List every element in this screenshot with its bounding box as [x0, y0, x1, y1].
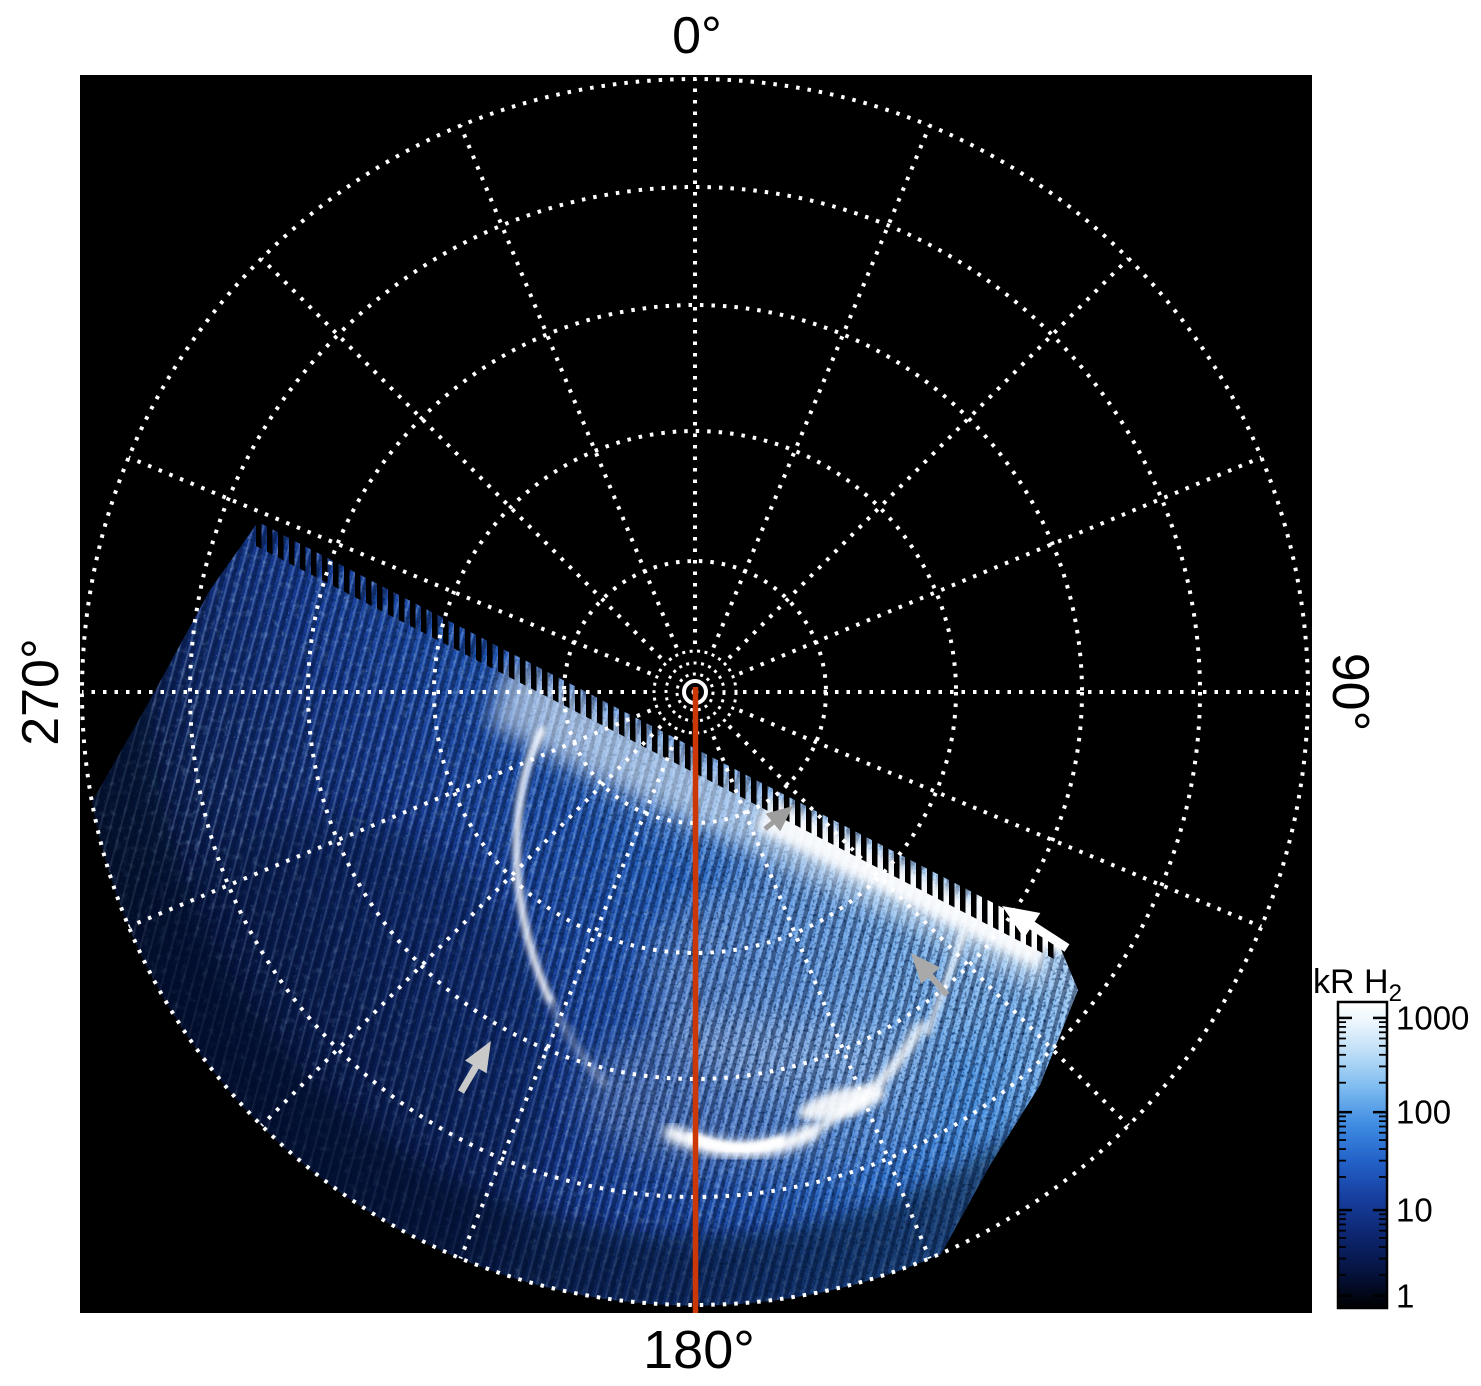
grid-spoke [727, 257, 1130, 660]
colorbar-tick-label: 1000 [1396, 999, 1469, 1036]
grid-circle [432, 429, 958, 955]
gray-arrow-right [911, 953, 950, 997]
grid-small-circle [652, 649, 738, 735]
grid-circle [188, 185, 1202, 1199]
white-arrow-limb [1002, 906, 1070, 952]
colorbar-tick-labels: 1000 100 10 1 [1396, 999, 1469, 1314]
terminator-sawtooth [252, 516, 1058, 961]
polar-grid [80, 77, 1310, 1307]
grid-circle [306, 303, 1084, 1081]
colorbar: kR H2 1000 100 10 1 [1313, 963, 1469, 1314]
grid-spoke [458, 124, 679, 649]
annotation-arrows [457, 806, 1070, 1094]
colorbar-title: kR H2 [1313, 963, 1402, 1007]
gray-arrow-upper [763, 806, 793, 832]
colorbar-tick-label: 1 [1396, 1277, 1414, 1314]
grid-spoke [127, 455, 652, 676]
light-gray-arrow-left [457, 1041, 491, 1094]
angle-label-180: 180° [643, 1320, 755, 1380]
grid-small-circle [675, 672, 715, 712]
grid-spoke [260, 724, 663, 1127]
light-gray-arrow-left-head [465, 1041, 491, 1074]
grid-spoke [711, 124, 932, 649]
grid-spoke [127, 708, 652, 929]
angle-label-90: 90° [1321, 653, 1379, 732]
grid-spoke [738, 708, 1263, 929]
gray-arrow-right-head [911, 953, 941, 984]
white-arrow-limb-head [1002, 906, 1041, 939]
gray-arrow-right-tail [926, 971, 950, 997]
grid-spoke [727, 724, 1130, 1127]
light-gray-arrow-left-tail [457, 1062, 481, 1094]
grid-spoke [260, 257, 663, 660]
grid-spoke [738, 455, 1263, 676]
plot-area [80, 75, 1312, 1313]
grid-spoke [458, 735, 679, 1260]
angle-label-0: 0° [672, 7, 722, 65]
colorbar-border [1336, 1000, 1389, 1310]
gray-arrow-upper-head [765, 806, 793, 832]
angle-label-270: 270° [12, 638, 70, 746]
colorbar-gradient [1338, 1002, 1387, 1308]
grid-spoke [711, 735, 932, 1260]
colorbar-tick-label: 10 [1396, 1192, 1433, 1229]
white-arrow-limb-tail [1027, 920, 1070, 952]
colorbar-tick-label: 100 [1396, 1094, 1451, 1131]
colorbar-ticks [1339, 1016, 1386, 1298]
